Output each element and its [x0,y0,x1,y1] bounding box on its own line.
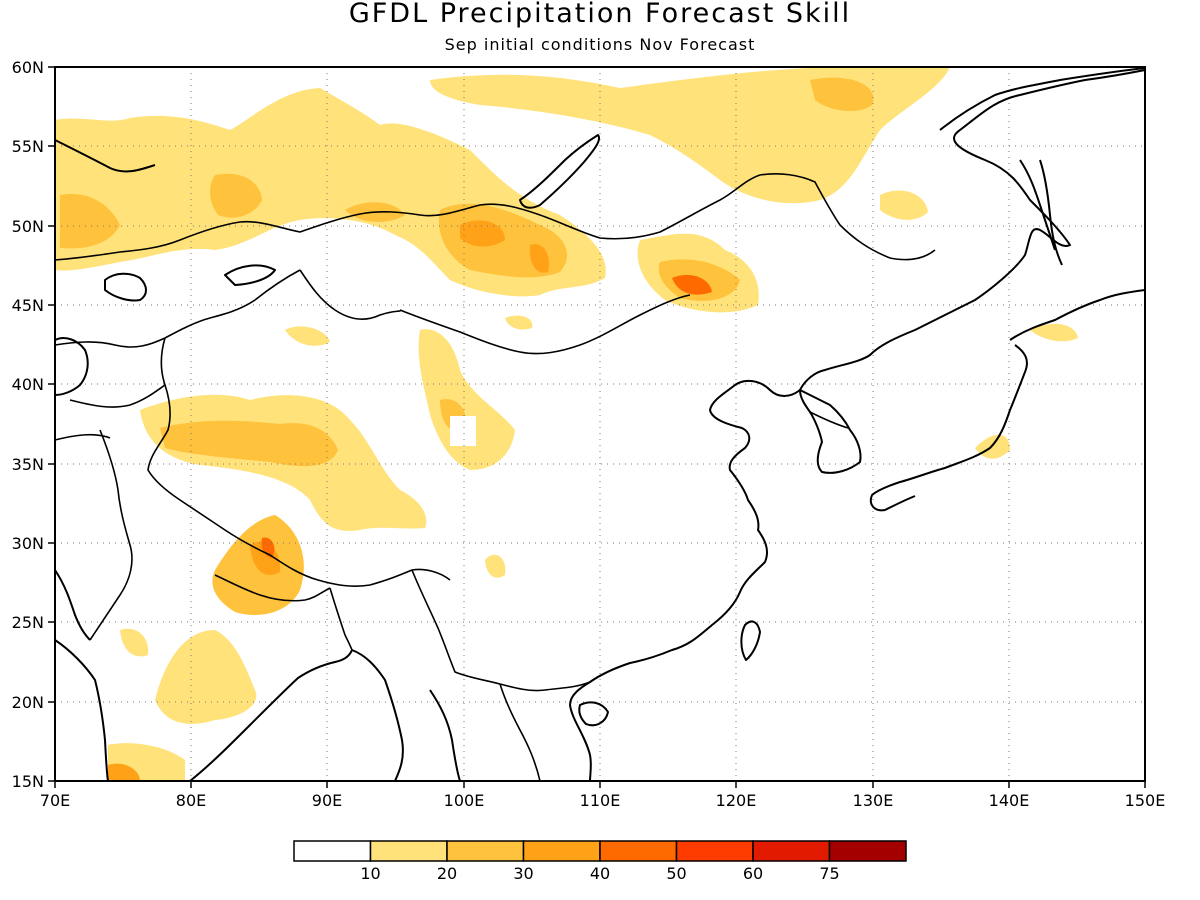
lon-tick-label: 80E [176,791,206,810]
grid-lines [55,67,1145,781]
colorbar-label: 40 [590,864,610,883]
colorbar: 10 20 30 40 50 60 75 [293,840,907,883]
colorbar-swatch [675,840,754,862]
colorbar-swatch [828,840,907,862]
lon-axis-labels: 70E 80E 90E 100E 110E 120E 130E 140E 150… [40,791,1166,810]
skill-region-india [155,630,257,724]
lon-tick-label: 150E [1125,791,1166,810]
lon-tick-label: 130E [853,791,894,810]
lon-tick-label: 110E [580,791,621,810]
colorbar-label: 50 [666,864,686,883]
lon-tick-label: 70E [40,791,70,810]
skill-shading [55,67,1078,781]
lon-tick-label: 120E [716,791,757,810]
map-area [48,66,1146,788]
colorbar-swatch [446,840,525,862]
lon-tick-label: 100E [444,791,485,810]
lat-tick-label: 30N [12,534,44,553]
tick-marks [48,66,1146,788]
borders [54,173,936,782]
colorbar-label: 30 [513,864,533,883]
colorbar-label: 60 [743,864,763,883]
lat-tick-label: 15N [12,772,44,791]
map-subtitle: Sep initial conditions Nov Forecast [445,35,756,54]
colorbar-label: 75 [819,864,839,883]
colorbar-swatch [752,840,831,862]
lat-axis-labels: 60N 55N 50N 45N 40N 35N 30N 25N 20N 15N [12,58,44,791]
lat-tick-label: 40N [12,375,44,394]
lat-tick-label: 45N [12,296,44,315]
lat-tick-label: 35N [12,455,44,474]
map-title: GFDL Precipitation Forecast Skill [349,0,851,29]
lon-tick-label: 140E [989,791,1030,810]
colorbar-swatch [293,840,372,862]
colorbar-swatch [369,840,448,862]
colorbar-swatch [599,840,678,862]
lat-tick-label: 20N [12,693,44,712]
lon-tick-label: 90E [312,791,342,810]
colorbar-swatch [522,840,601,862]
colorbar-label: 10 [360,864,380,883]
colorbar-label: 20 [437,864,457,883]
lat-tick-label: 25N [12,613,44,632]
lat-tick-label: 60N [12,58,44,77]
coastlines [54,67,1146,782]
lat-tick-label: 50N [12,217,44,236]
lat-tick-label: 55N [12,137,44,156]
